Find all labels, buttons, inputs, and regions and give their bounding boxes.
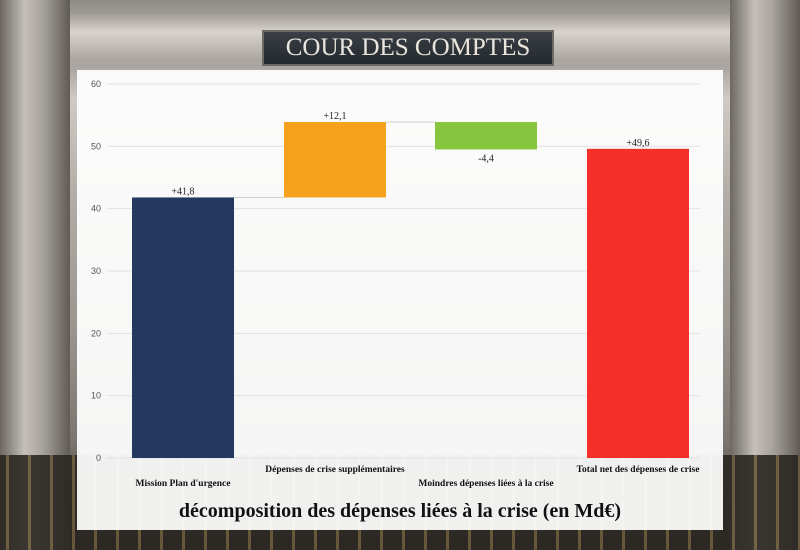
category-labels: Mission Plan d'urgence Dépenses de crise … [135, 465, 699, 489]
value-labels: +41,8 +12,1 -4,4 +49,6 [171, 111, 649, 197]
y-tick-label: 50 [91, 141, 101, 151]
chart-title: décomposition des dépenses liées à la cr… [77, 500, 723, 523]
y-axis-ticks: 0 10 20 30 40 50 60 [91, 79, 101, 463]
value-label: +49,6 [626, 138, 649, 149]
y-tick-label: 10 [91, 391, 101, 401]
category-label: Mission Plan d'urgence [135, 479, 230, 489]
category-label: Total net des dépenses de crise [577, 465, 700, 475]
value-label: +41,8 [171, 186, 194, 197]
value-label: +12,1 [323, 111, 346, 122]
bar [587, 149, 689, 458]
y-tick-label: 30 [91, 266, 101, 276]
value-label: -4,4 [478, 153, 494, 164]
category-label: Dépenses de crise supplémentaires [265, 465, 405, 475]
bar [284, 122, 386, 197]
y-tick-label: 0 [96, 453, 101, 463]
y-tick-label: 20 [91, 328, 101, 338]
bar [132, 197, 234, 458]
bars [132, 122, 689, 458]
bar [435, 122, 537, 149]
y-tick-label: 40 [91, 204, 101, 214]
y-tick-label: 60 [91, 79, 101, 89]
category-label: Moindres dépenses liées à la crise [418, 479, 553, 489]
